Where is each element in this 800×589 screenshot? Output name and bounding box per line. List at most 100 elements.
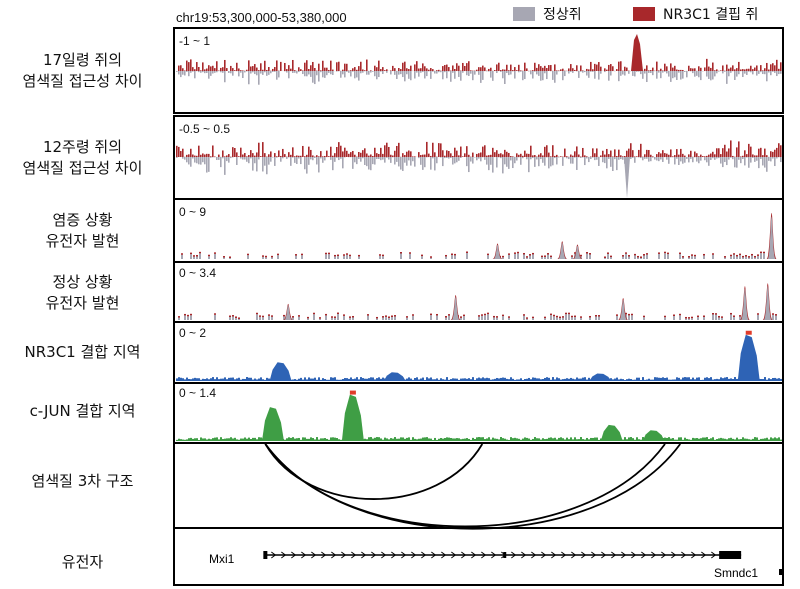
- cjun-signal: [444, 438, 446, 441]
- atac-12w-wt-bar: [430, 157, 432, 170]
- atac-12w-wt-bar: [216, 157, 218, 161]
- atac-12w-ko-bar: [696, 153, 698, 157]
- cjun-signal: [340, 439, 342, 441]
- atac-12w-wt-bar: [318, 157, 320, 173]
- atac-12w-ko-bar: [548, 152, 550, 157]
- atac-12w-wt-bar: [554, 157, 556, 159]
- atac-12w-ko-bar: [752, 154, 754, 157]
- expr-inflammation-noise-top: [265, 255, 267, 258]
- cjun-signal: [590, 437, 592, 441]
- atac-12w-wt-bar: [296, 157, 298, 165]
- atac-12w-wt-bar: [634, 157, 636, 163]
- atac-12w-ko-bar: [478, 153, 480, 157]
- cjun-signal: [404, 438, 406, 441]
- expr-inflammation-noise: [247, 255, 249, 259]
- atac-17d-wt-bar: [764, 71, 766, 75]
- cjun-signal: [304, 437, 306, 441]
- atac-12w-ko-bar: [298, 155, 300, 157]
- atac-12w-wt-bar: [652, 157, 654, 158]
- atac-12w-ko-bar: [666, 153, 668, 157]
- atac-12w-wt-bar: [752, 157, 754, 158]
- atac-17d-ko-bar: [608, 64, 610, 71]
- cjun-signal: [248, 437, 250, 441]
- atac-17d-wt-bar: [482, 71, 484, 80]
- legend-knockout-label: NR3C1 결핍 쥐: [663, 7, 759, 23]
- atac-17d-ko-bar: [588, 69, 590, 71]
- cjun-signal: [704, 437, 706, 441]
- nr3c1-signal: [522, 379, 524, 381]
- cjun-signal: [482, 437, 484, 441]
- nr3c1-signal: [682, 377, 684, 381]
- nr3c1-signal: [344, 378, 346, 381]
- atac-12w-wt-bar: [420, 157, 422, 165]
- gene-strand-arrow: [441, 551, 447, 559]
- expr-normal-noise-top: [598, 315, 600, 317]
- atac-12w-ko-bar: [274, 153, 276, 157]
- atac-12w-wt-bar: [508, 157, 510, 169]
- atac-12w-ko-bar: [284, 154, 286, 157]
- atac-17d-wt-bar: [304, 71, 306, 77]
- atac-17d-wt-bar: [544, 71, 546, 74]
- atac-12w-ko-bar: [498, 153, 500, 157]
- gene-label-mxi1: Mxi1: [209, 552, 235, 566]
- expr-inflammation-noise: [196, 256, 198, 259]
- cjun-signal: [430, 438, 432, 441]
- atac-17d-wt-bar: [194, 71, 196, 79]
- cjun-signal: [758, 439, 760, 441]
- expr-normal-peak-wt-2: [619, 299, 628, 320]
- atac-12w-wt-bar: [258, 157, 260, 160]
- nr3c1-signal: [634, 379, 636, 381]
- atac-12w-ko-bar: [336, 147, 338, 157]
- atac-17d-wt-bar: [402, 71, 404, 78]
- atac-17d-wt-bar: [662, 71, 664, 73]
- cjun-signal: [516, 438, 518, 441]
- cjun-signal: [780, 439, 782, 441]
- nr3c1-signal: [670, 379, 672, 381]
- atac-12w-ko-bar: [542, 155, 544, 157]
- atac-17d-wt-bar: [552, 71, 554, 80]
- expr-inflammation-noise-top: [346, 253, 348, 255]
- atac-17d-ko-bar: [478, 67, 480, 71]
- atac-17d-ko-bar: [612, 66, 614, 71]
- atac-12w-ko-bar: [608, 154, 610, 157]
- atac-12w-ko-bar: [404, 155, 406, 157]
- cjun-signal: [568, 439, 570, 441]
- expr-inflammation-noise-top: [589, 253, 591, 255]
- atac-17d-ko-bar: [676, 69, 678, 71]
- cjun-signal: [634, 439, 636, 441]
- atac-12w-ko-bar: [346, 150, 348, 157]
- atac-12w-ko-bar: [236, 152, 238, 157]
- expr-normal-noise: [463, 316, 465, 320]
- atac-12w-wt-bar: [382, 157, 384, 160]
- expr-normal-noise: [685, 318, 687, 320]
- expr-normal-noise-top: [478, 315, 480, 317]
- nr3c1-signal: [484, 378, 486, 381]
- atac-17d-wt-bar: [354, 71, 356, 79]
- nr3c1-signal: [470, 379, 472, 381]
- expr-inflammation-noise-top: [739, 253, 741, 256]
- nr3c1-signal: [452, 378, 454, 381]
- expr-normal-noise-top: [673, 314, 675, 317]
- cjun-signal: [640, 439, 642, 441]
- atac-17d-wt-bar: [538, 71, 540, 76]
- expr-inflammation-noise: [526, 257, 528, 259]
- atac-12w-ko-bar: [232, 147, 234, 157]
- atac-12w-ko-bar: [644, 154, 646, 157]
- atac-12w-ko-bar: [776, 147, 778, 157]
- expr-inflammation-noise: [337, 256, 339, 259]
- atac-12w-ko-bar: [578, 154, 580, 157]
- atac-12w-ko-bar: [210, 156, 212, 157]
- atac-17d-wt-bar: [508, 71, 510, 76]
- gene-exon: [503, 552, 507, 558]
- atac-12w-ko-bar: [330, 146, 332, 157]
- atac-12w-wt-bar: [642, 157, 644, 161]
- atac-12w-ko-bar: [570, 154, 572, 157]
- expr-normal-noise: [262, 317, 264, 320]
- cjun-signal: [538, 438, 540, 441]
- nr3c1-signal: [584, 377, 586, 381]
- expr-inflammation-noise-top: [502, 255, 504, 258]
- atac-17d-ko-bar: [694, 68, 696, 71]
- cjun-signal: [246, 438, 248, 441]
- atac-12w-ko-bar: [176, 145, 178, 157]
- atac-17d-ko-bar: [470, 70, 472, 71]
